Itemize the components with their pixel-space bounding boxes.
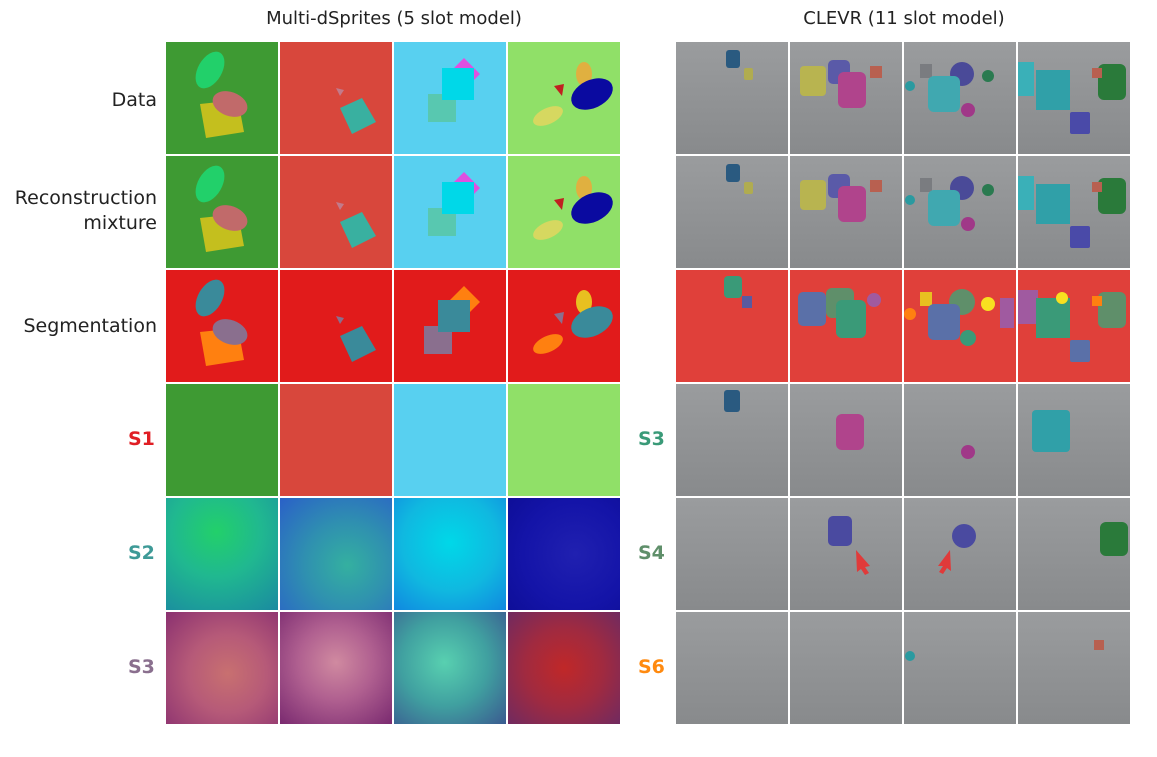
dsprites-recon-2 xyxy=(280,156,392,268)
right-slot-label-s3: S3 xyxy=(638,428,665,450)
clevr-data-1 xyxy=(676,42,788,154)
dsprites-data-4 xyxy=(508,42,620,154)
dsprites-s3-2 xyxy=(280,612,392,724)
clevr-recon-1 xyxy=(676,156,788,268)
dsprites-s1-2 xyxy=(280,384,392,496)
right-slot-label-s4: S4 xyxy=(638,542,665,564)
arrow-icon xyxy=(938,550,951,574)
clevr-data-4 xyxy=(1018,42,1130,154)
clevr-seg-2 xyxy=(790,270,902,382)
clevr-s3-2 xyxy=(790,384,902,496)
dsprites-seg-4 xyxy=(508,270,620,382)
dsprites-s3-1 xyxy=(166,612,278,724)
clevr-title: CLEVR (11 slot model) xyxy=(803,8,1005,29)
dsprites-data-1 xyxy=(166,42,278,154)
clevr-recon-3 xyxy=(904,156,1016,268)
clevr-seg-3 xyxy=(904,270,1016,382)
clevr-recon-2 xyxy=(790,156,902,268)
row-label-recon-line1: Reconstruction xyxy=(14,187,157,209)
dsprites-recon-1 xyxy=(166,156,278,268)
arrow-icon xyxy=(856,550,870,575)
dsprites-seg-3 xyxy=(394,270,506,382)
clevr-seg-1 xyxy=(676,270,788,382)
row-label-segmentation: Segmentation xyxy=(23,315,157,337)
clevr-s3-4 xyxy=(1018,384,1130,496)
clevr-s4-4 xyxy=(1018,498,1130,610)
dsprites-s2-1 xyxy=(166,498,278,610)
clevr-s4-3 xyxy=(904,498,1016,610)
left-slot-label-s2: S2 xyxy=(128,542,155,564)
dsprites-s1-1 xyxy=(166,384,278,496)
clevr-s4-1 xyxy=(676,498,788,610)
multi-dsprites-title: Multi-dSprites (5 slot model) xyxy=(266,8,522,29)
clevr-recon-4 xyxy=(1018,156,1130,268)
left-slot-label-s1: S1 xyxy=(128,428,155,450)
clevr-s6-1 xyxy=(676,612,788,724)
dsprites-recon-4 xyxy=(508,156,620,268)
left-slot-label-s3: S3 xyxy=(128,656,155,678)
dsprites-recon-3 xyxy=(394,156,506,268)
dsprites-s2-2 xyxy=(280,498,392,610)
dsprites-data-3 xyxy=(394,42,506,154)
dsprites-s2-3 xyxy=(394,498,506,610)
dsprites-data-2 xyxy=(280,42,392,154)
clevr-s4-2 xyxy=(790,498,902,610)
dsprites-seg-2 xyxy=(280,270,392,382)
clevr-data-3 xyxy=(904,42,1016,154)
dsprites-s1-3 xyxy=(394,384,506,496)
row-label-recon-line2: mixture xyxy=(83,212,157,234)
dsprites-seg-1 xyxy=(166,270,278,382)
clevr-s3-3 xyxy=(904,384,1016,496)
clevr-s6-4 xyxy=(1018,612,1130,724)
clevr-seg-4 xyxy=(1018,270,1130,382)
right-slot-label-s6: S6 xyxy=(638,656,665,678)
dsprites-s2-4 xyxy=(508,498,620,610)
row-label-reconstruction: Reconstruction mixture xyxy=(0,186,157,236)
clevr-s6-3 xyxy=(904,612,1016,724)
dsprites-s3-4 xyxy=(508,612,620,724)
dsprites-s1-4 xyxy=(508,384,620,496)
dsprites-s3-3 xyxy=(394,612,506,724)
row-label-data: Data xyxy=(111,89,157,111)
clevr-data-2 xyxy=(790,42,902,154)
clevr-s3-1 xyxy=(676,384,788,496)
clevr-s6-2 xyxy=(790,612,902,724)
